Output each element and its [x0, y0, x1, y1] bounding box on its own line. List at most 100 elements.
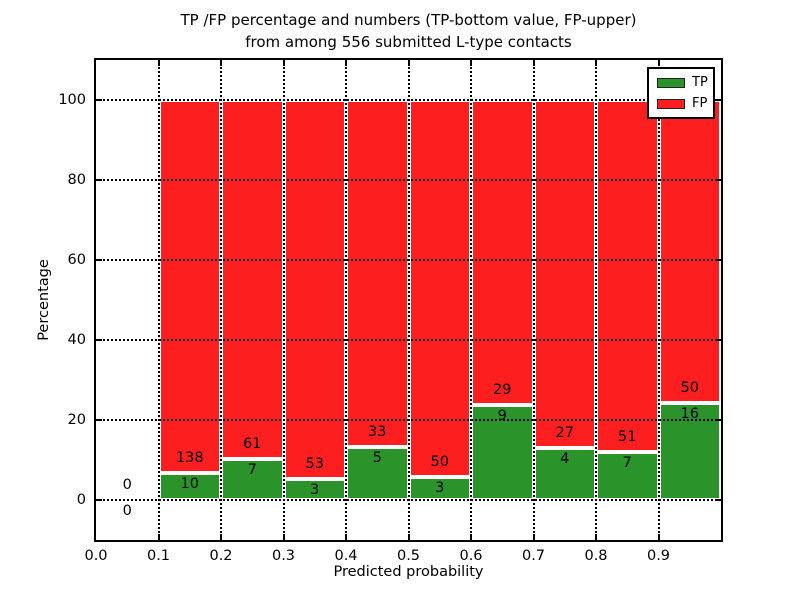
legend: TP FP	[647, 67, 715, 119]
legend-label: TP	[692, 75, 708, 90]
bar-count-label: 0	[122, 503, 132, 519]
x-tick-mark	[532, 534, 535, 540]
bar-count-label: 61	[243, 435, 262, 452]
bar-segment-tp	[533, 448, 596, 500]
bar-segment-fp	[533, 100, 596, 449]
x-tick-label: 0.3	[271, 548, 296, 564]
legend-entry-tp: TP	[657, 75, 708, 90]
legend-entry-fp: FP	[657, 96, 708, 111]
bar-segment-tp	[471, 405, 534, 500]
bar-count-label: 0	[122, 477, 132, 493]
x-tick-mark	[282, 534, 285, 540]
y-axis-label: Percentage	[36, 259, 52, 341]
chart-title-line1: TP /FP percentage and numbers (TP-bottom…	[180, 11, 637, 29]
x-tick-label: 0.2	[209, 548, 233, 564]
y-tick-mark	[96, 419, 102, 421]
gridline-vertical	[532, 60, 535, 540]
bar-count-label: 138	[175, 449, 204, 466]
gridline-vertical	[657, 60, 660, 540]
x-tick-label: 0.8	[584, 548, 608, 564]
bar-segment-fp	[221, 100, 284, 459]
x-tick-mark	[657, 534, 660, 540]
bar-count-label: 50	[430, 454, 449, 471]
bar-count-label: 29	[493, 382, 512, 399]
y-tick-label: 40	[67, 332, 86, 348]
x-tick-mark	[407, 60, 410, 66]
bar-segment-tp	[158, 472, 221, 500]
y-tick-mark	[715, 339, 721, 341]
x-tick-label: 0.1	[146, 548, 171, 564]
y-tick-label: 0	[76, 492, 86, 508]
x-tick-mark	[532, 60, 535, 66]
x-tick-mark	[157, 534, 160, 540]
bar-count-label: 4	[560, 451, 570, 468]
gridline-vertical	[282, 60, 285, 540]
gridline-vertical	[407, 60, 410, 540]
bar-count-label: 3	[310, 481, 320, 498]
x-tick-label: 0.6	[459, 548, 483, 564]
y-tick-mark	[715, 259, 721, 261]
y-tick-mark	[715, 419, 721, 421]
bar-segment-tp	[596, 451, 659, 500]
x-tick-label: 0.0	[84, 548, 108, 564]
bar-count-label: 51	[618, 428, 637, 445]
x-tick-mark	[470, 534, 472, 540]
bar-count-label: 5	[372, 450, 382, 467]
bar-count-label: 3	[435, 480, 445, 497]
x-tick-label: 0.5	[396, 548, 421, 564]
bar-count-label: 27	[555, 425, 574, 442]
chart-title-line2: from among 556 submitted L-type contacts	[245, 33, 572, 51]
gridline-vertical	[470, 60, 472, 540]
x-tick-mark	[282, 60, 285, 66]
bar-segment-fp	[658, 100, 721, 404]
x-tick-mark	[220, 60, 222, 66]
y-tick-label: 60	[67, 252, 86, 268]
legend-swatch	[657, 98, 685, 109]
bar-segment-tp	[346, 447, 409, 500]
bar-count-label: 9	[497, 408, 507, 425]
legend-swatch	[657, 77, 685, 88]
x-tick-mark	[470, 60, 472, 66]
bar-count-label: 10	[180, 475, 199, 492]
x-tick-label: 0.9	[646, 548, 671, 564]
gridline-vertical	[157, 60, 160, 540]
x-tick-mark	[345, 534, 347, 540]
y-tick-mark	[96, 99, 102, 101]
x-tick-mark	[345, 60, 347, 66]
y-tick-label: 100	[58, 92, 86, 108]
bar-segment-fp	[596, 100, 659, 452]
y-tick-mark	[715, 499, 721, 501]
bar-count-label: 53	[305, 455, 324, 472]
y-tick-mark	[96, 259, 102, 261]
x-tick-mark	[220, 534, 222, 540]
y-tick-mark	[715, 179, 721, 181]
y-tick-mark	[715, 99, 721, 101]
x-tick-mark	[157, 60, 160, 66]
bar-segment-fp	[158, 100, 221, 473]
y-tick-mark	[96, 339, 102, 341]
gridline-vertical	[345, 60, 347, 540]
bar-segment-fp	[346, 100, 409, 448]
y-tick-mark	[96, 179, 102, 181]
x-tick-label: 0.4	[334, 548, 358, 564]
y-tick-mark	[96, 499, 102, 501]
x-tick-mark	[657, 60, 660, 66]
gridline-vertical	[595, 60, 597, 540]
y-tick-label: 80	[67, 172, 86, 188]
x-axis-label: Predicted probability	[333, 564, 484, 580]
bar-count-label: 33	[368, 424, 387, 441]
bar-count-label: 7	[622, 454, 632, 471]
x-tick-mark	[407, 534, 410, 540]
bar-count-label: 16	[680, 406, 699, 423]
bar-count-label: 7	[247, 461, 257, 478]
bar-count-label: 50	[680, 380, 699, 397]
x-tick-mark	[595, 60, 597, 66]
legend-label: FP	[692, 96, 708, 111]
bar-segment-fp	[283, 100, 346, 479]
y-tick-label: 20	[67, 412, 86, 428]
x-tick-mark	[595, 534, 597, 540]
chart-title: TP /FP percentage and numbers (TP-bottom…	[94, 9, 723, 53]
gridline-vertical	[220, 60, 222, 540]
plot-area: TP FP 0 0 138 10 61 7 53 3 33 5 50 3 29 9 27 4 51 7 50 16	[94, 58, 723, 542]
